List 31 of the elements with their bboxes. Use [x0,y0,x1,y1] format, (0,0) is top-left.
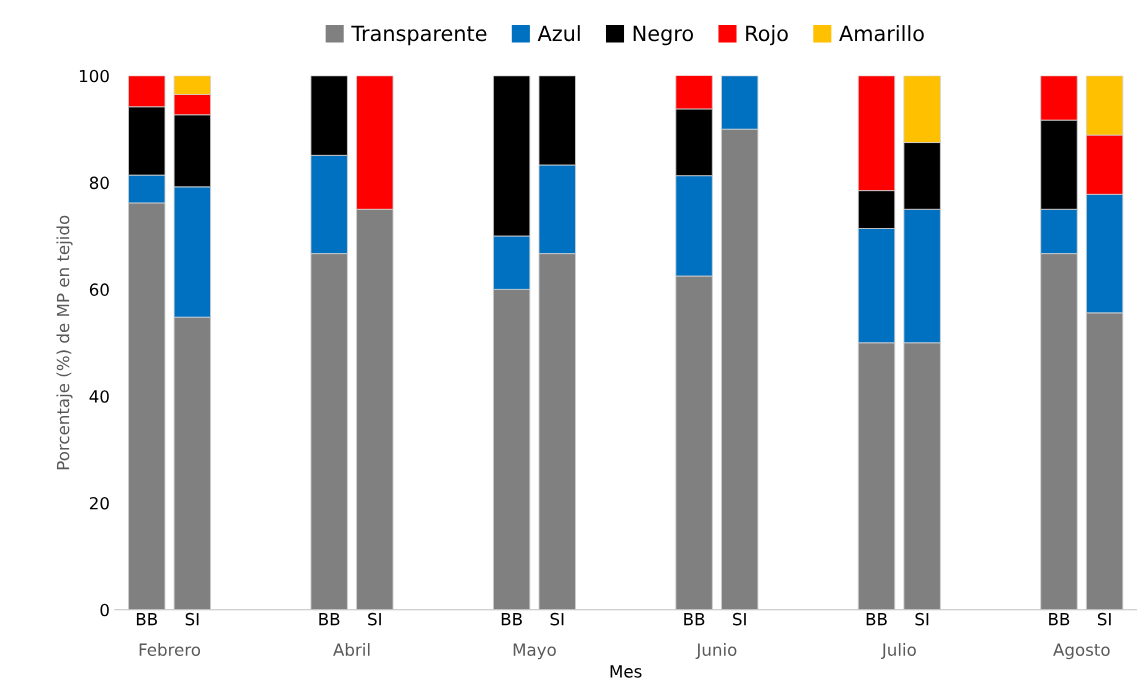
legend-label: Rojo [746,25,788,46]
legend-label: Transparente [351,25,487,46]
y-tick-label: 0 [100,603,109,617]
legend-label: Azul [537,25,580,42]
y-tick-label: 60 [89,283,109,296]
text: Febrero [139,643,201,656]
legend-label: Amarillo [839,25,924,42]
text: Junio [695,643,737,660]
x-tick-label: SI [915,612,929,626]
x-tick-label: SI [185,612,199,626]
x-tick-label: BB [684,613,705,626]
x-axis-title: Mes [610,665,642,678]
y-axis-title: Porcentaje (%) de MP en tejido [56,215,73,470]
x-tick-label: BB [136,613,157,626]
x-tick-label: SI [1097,612,1111,626]
text: Mayo [513,643,556,660]
y-tick-label: 40 [89,390,109,403]
x-tick-label: SI [368,612,381,626]
text: Agosto [1053,643,1110,660]
y-tick-label: 80 [89,176,109,190]
x-tick-label: BB [866,613,887,626]
x-tick-label: SI [733,612,746,626]
x-tick-label: BB [1049,613,1070,626]
text: Abril [333,643,370,656]
text: Julio [881,643,916,660]
x-tick-label: BB [501,613,522,626]
y-tick-label: 20 [89,496,109,510]
x-tick-label: SI [550,612,564,626]
x-tick-label: BB [319,613,340,626]
legend-label: Negro [633,25,694,46]
y-tick-label: 100 [79,69,109,83]
